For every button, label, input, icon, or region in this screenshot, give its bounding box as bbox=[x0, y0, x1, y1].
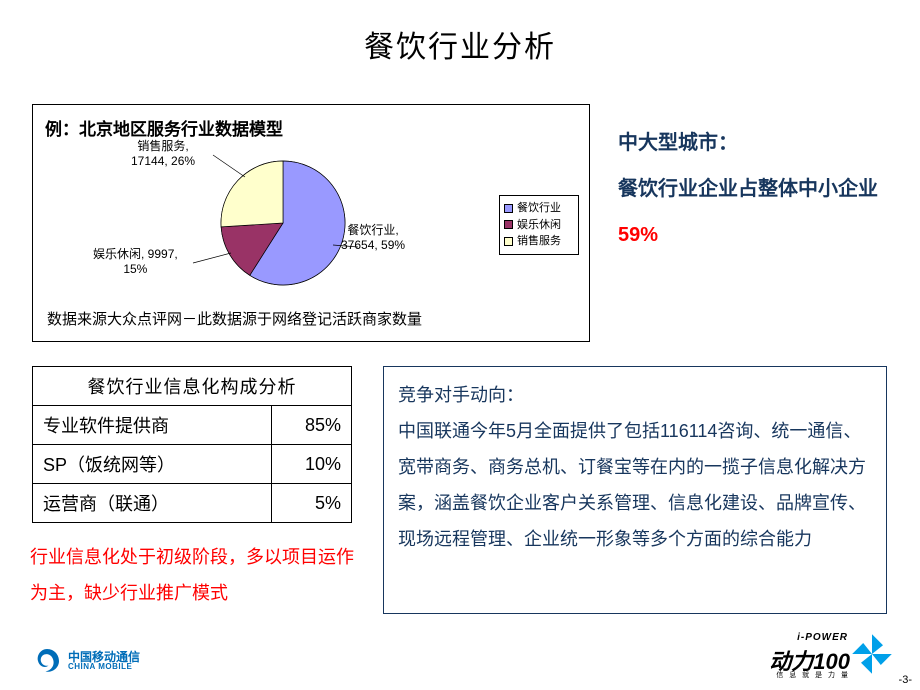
info-composition-table: 餐饮行业信息化构成分析 专业软件提供商 85% SP（饭统网等） 10% 运营商… bbox=[32, 366, 352, 523]
table-cell-label: 运营商（联通） bbox=[33, 484, 272, 523]
pie-label-sales: 销售服务, 17144, 26% bbox=[131, 139, 195, 169]
chart-legend: 餐饮行业 娱乐休闲 销售服务 bbox=[499, 195, 579, 255]
table-cell-label: 专业软件提供商 bbox=[33, 406, 272, 445]
legend-swatch-icon bbox=[504, 220, 513, 229]
table-header: 餐饮行业信息化构成分析 bbox=[33, 367, 352, 406]
logo-text-en: CHINA MOBILE bbox=[68, 663, 140, 671]
page-number: -3- bbox=[899, 674, 912, 686]
table-row: SP（饭统网等） 10% bbox=[33, 445, 352, 484]
competitor-box: 竞争对手动向： 中国联通今年5月全面提供了包括116114咨询、统一通信、宽带商… bbox=[383, 366, 887, 614]
summary-text: 中大型城市： 餐饮行业企业占整体中小企业59% bbox=[618, 120, 888, 258]
table-cell-label: SP（饭统网等） bbox=[33, 445, 272, 484]
legend-swatch-icon bbox=[504, 237, 513, 246]
table-cell-value: 85% bbox=[272, 406, 352, 445]
summary-line2: 餐饮行业企业占整体中小企业59% bbox=[618, 166, 888, 258]
chart-example-label: 例：北京地区服务行业数据模型 bbox=[45, 115, 283, 140]
competitor-title: 竞争对手动向： bbox=[398, 385, 524, 405]
table-row: 专业软件提供商 85% bbox=[33, 406, 352, 445]
legend-item: 销售服务 bbox=[504, 233, 574, 250]
table-cell-value: 10% bbox=[272, 445, 352, 484]
legend-item: 娱乐休闲 bbox=[504, 217, 574, 234]
pinwheel-icon bbox=[850, 632, 894, 676]
legend-swatch-icon bbox=[504, 204, 513, 213]
stage-note: 行业信息化处于初级阶段，多以项目运作为主，缺少行业推广模式 bbox=[30, 539, 370, 611]
china-mobile-logo: 中国移动通信 CHINA MOBILE bbox=[32, 646, 140, 676]
competitor-body: 中国联通今年5月全面提供了包括116114咨询、统一通信、宽带商务、商务总机、订… bbox=[398, 421, 866, 549]
pie-chart-panel: 例：北京地区服务行业数据模型 销售服务, 17144, 26% bbox=[32, 104, 590, 342]
swirl-icon bbox=[32, 646, 62, 676]
ipower-logo: i-POWER 动力100 信 息 就 是 力 量 bbox=[768, 632, 890, 680]
summary-percentage: 59% bbox=[618, 224, 658, 246]
summary-line1: 中大型城市： bbox=[618, 120, 888, 166]
ipower-text: i-POWER bbox=[797, 632, 848, 643]
pie-chart: 销售服务, 17144, 26% 娱乐休闲, 9997, 15% 餐饮行业, 3… bbox=[183, 145, 383, 295]
page-title: 餐饮行业分析 bbox=[0, 0, 920, 74]
table-cell-value: 5% bbox=[272, 484, 352, 523]
pie-label-ent: 娱乐休闲, 9997, 15% bbox=[93, 247, 178, 277]
pie-label-food: 餐饮行业, 37654, 59% bbox=[341, 223, 405, 253]
brand-subtext: 信 息 就 是 力 量 bbox=[776, 670, 850, 680]
table-row: 运营商（联通） 5% bbox=[33, 484, 352, 523]
chart-source-note: 数据来源大众点评网－此数据源于网络登记活跃商家数量 bbox=[47, 308, 422, 329]
legend-item: 餐饮行业 bbox=[504, 200, 574, 217]
